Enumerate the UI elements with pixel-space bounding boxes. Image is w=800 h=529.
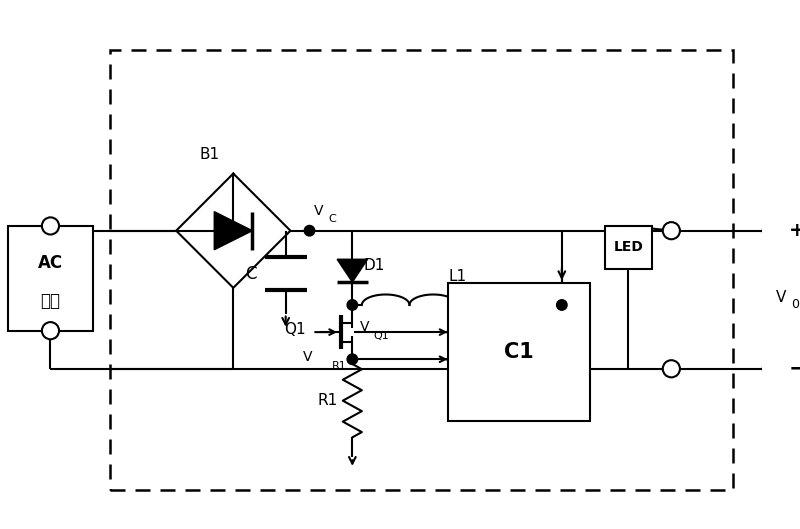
Text: R1: R1 [331,361,346,371]
Text: R1: R1 [318,393,338,408]
Circle shape [347,300,358,310]
Bar [447,283,590,421]
Circle shape [762,222,780,239]
Text: V: V [360,321,370,334]
Circle shape [42,217,59,234]
Bar [110,50,734,490]
Circle shape [304,225,314,236]
Polygon shape [337,259,367,282]
Text: V: V [303,350,312,364]
Text: LED: LED [614,240,643,254]
Bar [605,226,652,269]
Text: V: V [314,204,324,218]
Text: D1: D1 [364,259,385,273]
Polygon shape [214,212,252,250]
Text: 0: 0 [791,298,799,311]
Text: C: C [246,264,257,282]
Text: L1: L1 [448,269,466,284]
Circle shape [762,360,780,377]
Text: −: − [789,359,800,379]
Text: 输入: 输入 [41,293,61,311]
Bar [8,226,94,331]
Circle shape [347,354,358,364]
Text: AC: AC [38,253,63,271]
Text: Q1: Q1 [284,322,306,337]
Circle shape [557,300,567,310]
Text: +: + [789,221,800,240]
Circle shape [662,222,680,239]
Circle shape [42,322,59,339]
Text: B1: B1 [199,147,219,162]
Circle shape [662,360,680,377]
Text: C: C [329,214,336,224]
Text: C1: C1 [504,342,534,362]
Text: V: V [776,290,786,305]
Text: Q1: Q1 [374,331,389,341]
